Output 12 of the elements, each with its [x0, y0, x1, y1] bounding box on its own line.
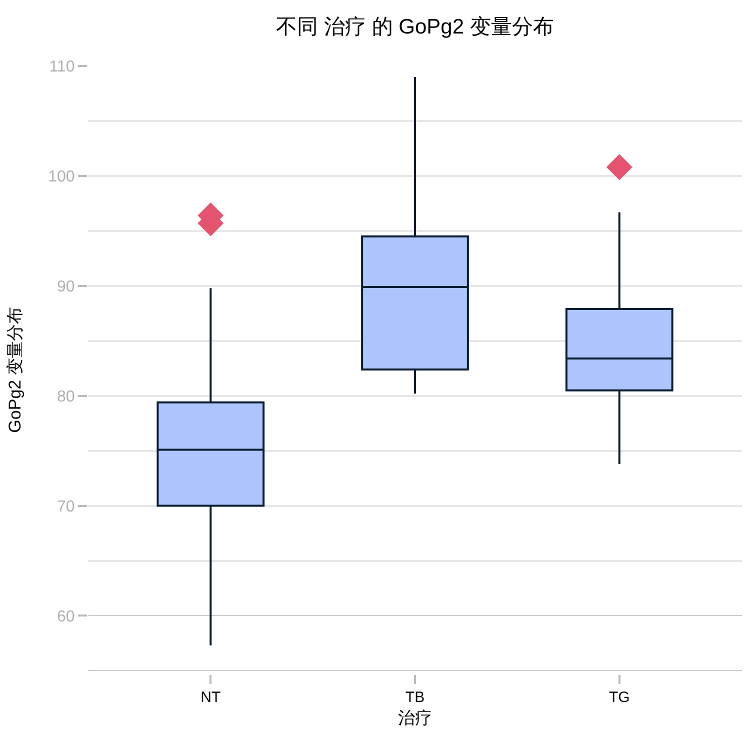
- y-tick-label: 110: [49, 58, 75, 76]
- x-tick-label: NT: [200, 689, 221, 706]
- y-tick-label: 80: [57, 388, 75, 406]
- y-tick-label: 70: [57, 498, 75, 516]
- chart-title: 不同 治疗 的 GoPg2 变量分布: [276, 16, 554, 39]
- x-tick-label: TG: [608, 689, 630, 706]
- x-axis-title: 治疗: [398, 708, 432, 728]
- x-tick-label: TB: [405, 689, 425, 706]
- y-tick-label: 60: [57, 608, 75, 626]
- y-tick-label: 100: [48, 168, 75, 186]
- y-axis-title: GoPg2 变量分布: [6, 307, 25, 433]
- y-tick-label: 90: [57, 278, 75, 296]
